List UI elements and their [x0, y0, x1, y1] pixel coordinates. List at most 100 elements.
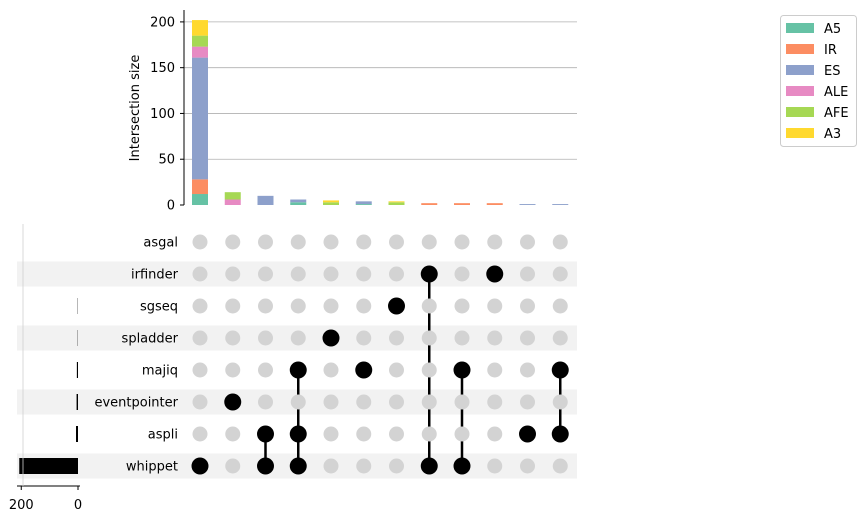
matrix-dot-0-asgal: [192, 234, 208, 250]
matrix-dot-11-sgseq: [552, 298, 568, 314]
legend-label-A3: A3: [824, 127, 841, 142]
bar-4-A3: [323, 200, 339, 203]
matrix-dot-11-aspli: [551, 425, 569, 443]
matrix-dot-9-eventpointer: [487, 394, 503, 410]
y-ticks: 0 50 100 150 200: [150, 15, 184, 214]
set-size-tick-label-0: 0: [74, 498, 82, 513]
matrix-dot-8-aspli: [454, 426, 470, 442]
matrix-dot-8-spladder: [454, 330, 470, 346]
matrix-dot-10-majiq: [520, 362, 535, 378]
matrix-dot-7-majiq: [421, 362, 437, 378]
matrix-dot-9-asgal: [487, 234, 503, 250]
bar-6-A3: [388, 201, 405, 203]
legend-label-IR: IR: [824, 43, 837, 58]
matrix-dot-1-spladder: [225, 330, 241, 346]
set-label-spladder: spladder: [122, 332, 179, 347]
y-tick-label-200: 200: [150, 15, 175, 30]
matrix-dot-6-irfinder: [389, 266, 404, 282]
bar-3-A5: [290, 202, 307, 205]
legend-swatch-IR: [786, 44, 814, 54]
matrix-dot-3-spladder: [290, 330, 306, 346]
matrix-dot-0-aspli: [192, 426, 208, 442]
legend-label-AFE: AFE: [824, 106, 849, 121]
matrix-dot-5-eventpointer: [356, 394, 372, 410]
legend-swatch-A3: [786, 128, 814, 138]
membership-matrix: [191, 234, 569, 475]
set-label-aspli: aspli: [148, 428, 178, 443]
matrix-dot-3-asgal: [290, 234, 306, 250]
bar-0-A3: [192, 20, 208, 36]
matrix-dot-1-majiq: [225, 362, 241, 378]
matrix-dot-5-majiq: [355, 361, 373, 379]
matrix-dot-4-spladder: [322, 329, 340, 347]
matrix-dot-4-aspli: [323, 426, 339, 442]
matrix-dot-5-sgseq: [356, 298, 372, 314]
matrix-dot-2-majiq: [258, 362, 273, 378]
matrix-dot-10-aspli: [519, 425, 536, 443]
legend-label-A5: A5: [824, 22, 841, 37]
matrix-dot-3-majiq: [289, 361, 307, 379]
matrix-dot-11-majiq: [551, 361, 569, 379]
matrix-dot-6-sgseq: [388, 297, 405, 315]
y-axis-label: Intersection size: [128, 55, 143, 162]
y-tick-label-100: 100: [150, 107, 175, 122]
matrix-dot-1-eventpointer: [224, 393, 242, 411]
matrix-dot-9-whippet: [487, 458, 503, 474]
matrix-dot-10-irfinder: [520, 266, 535, 282]
matrix-dot-4-whippet: [323, 458, 339, 474]
legend: A5 IR ES ALE AFE A3: [780, 15, 857, 147]
matrix-dot-2-irfinder: [258, 266, 273, 282]
bar-8-IR: [454, 203, 470, 205]
matrix-dot-5-aspli: [356, 426, 372, 442]
legend-swatch-ALE: [786, 86, 814, 96]
matrix-dot-2-whippet: [257, 457, 274, 475]
matrix-dot-7-asgal: [421, 234, 437, 250]
set-size-bar-eventpointer: [76, 394, 78, 410]
matrix-dot-3-aspli: [289, 425, 307, 443]
legend-label-ES: ES: [824, 64, 840, 79]
matrix-dot-2-spladder: [258, 330, 273, 346]
intersection-y-axis: Intersection size: [128, 10, 185, 205]
matrix-dot-7-aspli: [421, 426, 437, 442]
matrix-dot-2-aspli: [257, 425, 274, 443]
matrix-dot-11-whippet: [552, 458, 568, 474]
matrix-dot-0-whippet: [191, 457, 209, 475]
matrix-dot-8-whippet: [453, 457, 471, 475]
matrix-dot-1-asgal: [225, 234, 241, 250]
matrix-dot-7-irfinder: [420, 265, 438, 283]
matrix-dot-6-whippet: [389, 458, 404, 474]
matrix-dot-11-spladder: [552, 330, 568, 346]
bar-0-AFE: [192, 35, 208, 47]
y-tick-label-150: 150: [150, 61, 175, 76]
y-tick-label-50: 50: [158, 153, 175, 168]
matrix-dot-0-majiq: [192, 362, 208, 378]
matrix-dot-9-sgseq: [487, 298, 503, 314]
set-label-irfinder: irfinder: [131, 268, 179, 283]
matrix-dot-7-eventpointer: [421, 394, 437, 410]
matrix-dot-3-irfinder: [290, 266, 306, 282]
matrix-dot-8-eventpointer: [454, 394, 470, 410]
matrix-dot-10-asgal: [520, 234, 535, 250]
matrix-dot-5-whippet: [356, 458, 372, 474]
bar-1-AFE: [224, 192, 241, 200]
matrix-dot-10-sgseq: [520, 298, 535, 314]
matrix-dot-4-eventpointer: [323, 394, 339, 410]
bar-0-ALE: [192, 46, 208, 58]
set-size-bar-aspli: [76, 426, 78, 442]
matrix-dot-6-spladder: [389, 330, 404, 346]
bar-11-ES: [552, 204, 569, 205]
bar-5-ES: [355, 201, 372, 205]
bar-1-ALE: [224, 199, 241, 205]
matrix-dot-11-eventpointer: [552, 394, 568, 410]
matrix-dot-6-majiq: [389, 362, 404, 378]
matrix-dot-7-whippet: [420, 457, 438, 475]
matrix-dot-5-irfinder: [356, 266, 372, 282]
matrix-dot-4-sgseq: [323, 298, 339, 314]
matrix-dot-11-irfinder: [552, 266, 568, 282]
matrix-dot-1-irfinder: [225, 266, 241, 282]
matrix-dot-2-asgal: [258, 234, 273, 250]
matrix-dot-2-sgseq: [258, 298, 273, 314]
matrix-dot-9-majiq: [487, 362, 503, 378]
bar-5-A5: [355, 204, 372, 205]
